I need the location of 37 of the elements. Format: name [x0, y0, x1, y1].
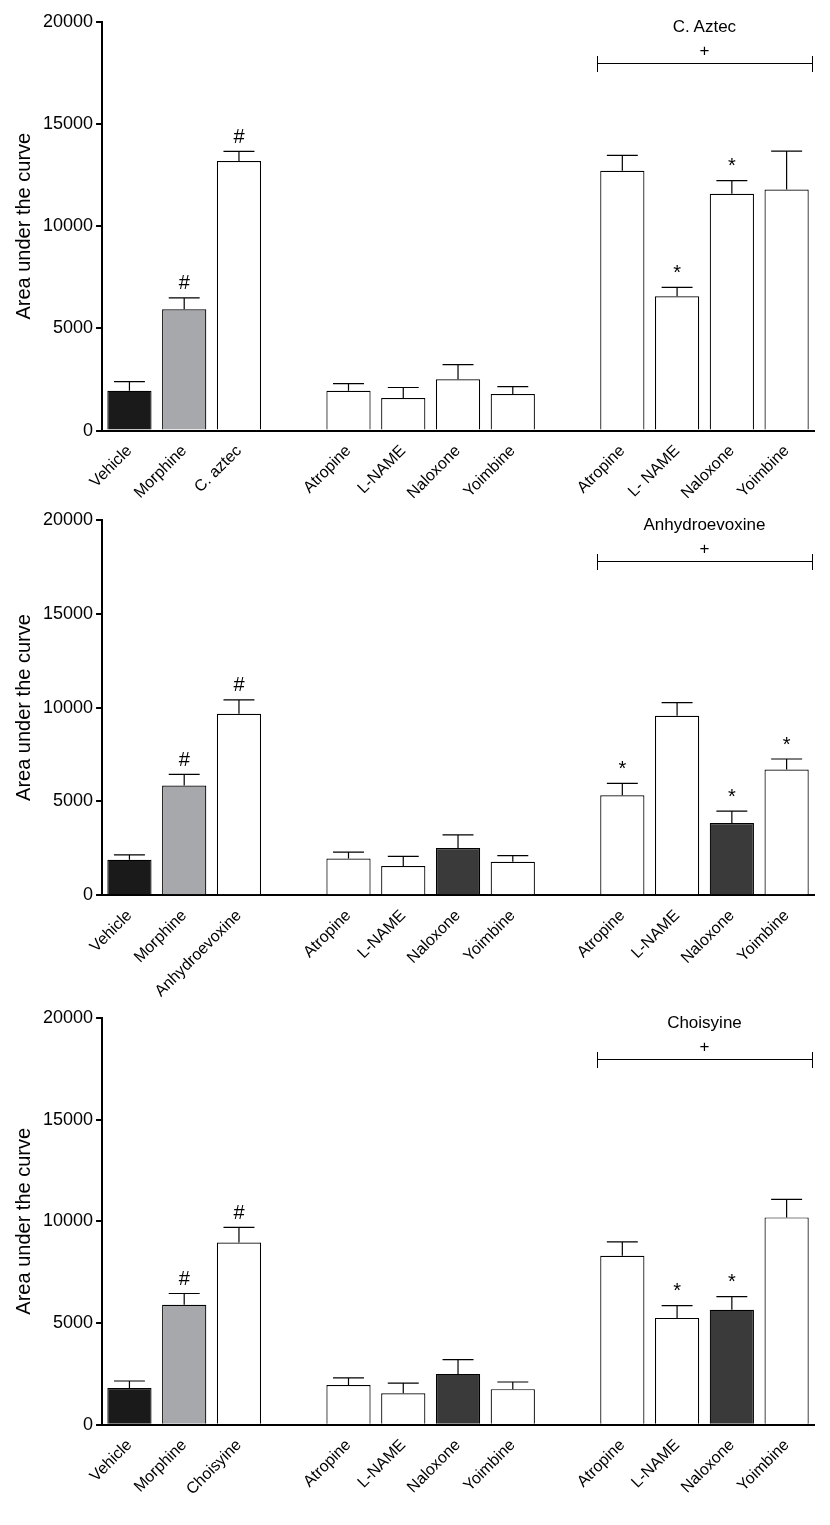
data-label: #	[233, 1200, 246, 1223]
data-label: *	[673, 1279, 682, 1302]
y-tick-label: 20000	[42, 10, 94, 31]
data-label: *	[727, 154, 736, 177]
data-label: #	[233, 124, 246, 147]
data-label: *	[727, 1270, 736, 1293]
data-label: *	[673, 260, 682, 283]
annotation: Choisyine	[667, 1012, 742, 1032]
data-label: #	[178, 271, 191, 294]
annotation: +	[699, 538, 710, 558]
y-tick-label: 5000	[53, 317, 94, 338]
y-tick-label: 5000	[53, 790, 94, 811]
y-tick-label: 10000	[42, 1210, 94, 1231]
y-tick-label: 10000	[42, 696, 94, 717]
annotation: C. Aztec	[672, 16, 737, 36]
data-label: *	[727, 784, 736, 807]
data-label: *	[782, 732, 791, 755]
y-tick-label: 15000	[42, 112, 94, 133]
y-tick-label: 10000	[42, 215, 94, 236]
data-label: *	[618, 756, 627, 779]
data-label: #	[233, 673, 246, 696]
y-tick-label: 0	[83, 419, 94, 440]
annotation: Anhydroevoxine	[643, 514, 766, 534]
data-label: #	[178, 747, 191, 770]
y-tick-label: 5000	[53, 1311, 94, 1332]
y-axis-title: Area under the curve	[11, 132, 34, 320]
y-axis-title: Area under the curve	[11, 614, 34, 801]
y-tick-label: 20000	[42, 508, 94, 529]
y-axis-title: Area under the curve	[11, 1127, 34, 1315]
annotation: +	[699, 1036, 710, 1056]
y-tick-label: 15000	[42, 602, 94, 623]
annotation: +	[699, 40, 710, 60]
y-tick-label: 15000	[42, 1108, 94, 1129]
y-tick-label: 20000	[42, 1006, 94, 1027]
y-tick-label: 0	[83, 1413, 94, 1434]
data-label: #	[178, 1267, 191, 1290]
y-tick-label: 0	[83, 884, 94, 905]
